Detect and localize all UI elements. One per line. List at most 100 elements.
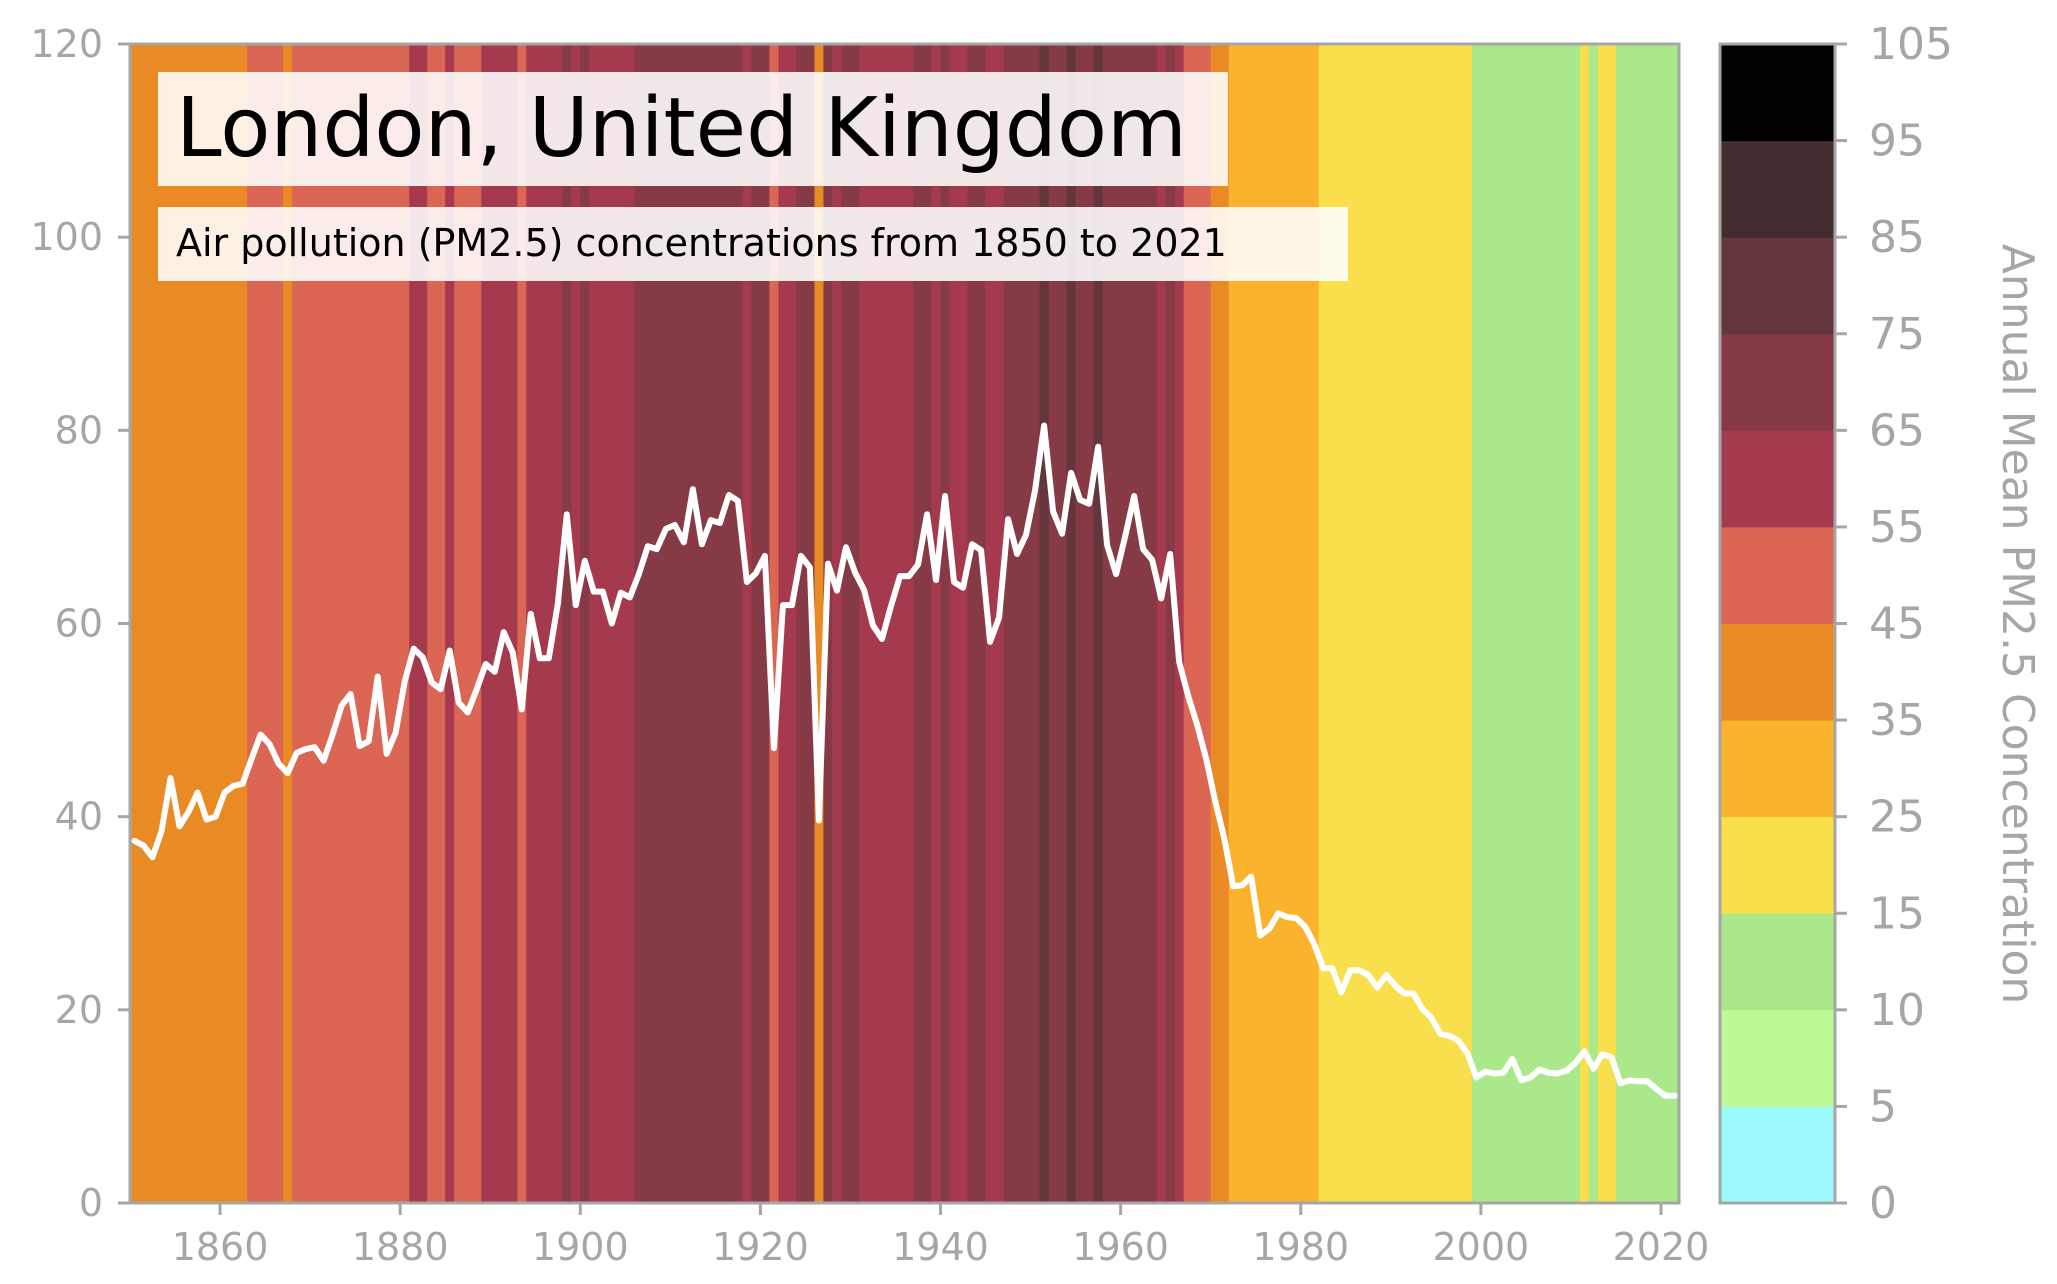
year-stripe [1597,44,1608,1203]
year-stripe [1084,44,1095,1203]
colorbar-band [1720,623,1835,721]
year-stripe [1543,44,1554,1203]
colorbar-band [1720,816,1835,914]
year-stripe [1282,44,1293,1203]
y-tick-label: 120 [30,22,103,66]
year-stripe [382,44,392,1203]
year-stripe [1489,44,1500,1203]
year-stripe [166,44,176,1203]
year-stripe [1210,44,1221,1203]
x-tick-label: 1980 [1252,1225,1349,1269]
pm25-series-layer [131,422,1678,1099]
y-tick-label: 80 [55,408,103,452]
colorbar-tick-label: 85 [1869,212,1925,263]
year-stripe [1534,44,1545,1203]
year-stripe [1156,44,1167,1203]
colorbar-tick-label: 95 [1869,116,1925,167]
year-stripe [571,44,581,1203]
colorbar-band [1720,430,1835,528]
year-stripe [1048,44,1059,1203]
x-axis-ticks: 1860 1880 1900 1920 1940 1960 1980 2000 2020 [172,1203,1709,1269]
year-stripe [679,44,689,1203]
colorbar-band [1720,913,1835,1011]
year-stripe [157,44,167,1203]
year-stripe [859,44,870,1203]
year-stripe [1651,44,1662,1203]
year-stripe [1183,44,1194,1203]
year-stripe [1633,44,1644,1203]
year-stripe [211,44,221,1203]
year-stripe [418,44,428,1203]
y-tick-label: 40 [55,795,103,839]
year-stripe [283,44,293,1203]
year-stripe [409,44,419,1203]
year-stripe [256,44,266,1203]
year-stripe [1075,44,1086,1203]
year-stripe [589,44,599,1203]
colorbar-tick-label: 15 [1869,888,1925,939]
year-stripe [130,44,140,1203]
year-stripe [967,44,978,1203]
year-stripe [1507,44,1518,1203]
colorbar-title: Annual Mean PM2.5 Concentration [1992,244,2043,1005]
year-stripe [238,44,248,1203]
year-stripe [1273,44,1284,1203]
colorbar-band [1720,237,1835,335]
year-stripe [850,44,861,1203]
year-stripe [427,44,437,1203]
year-stripe [1642,44,1653,1203]
colorbar-tick-label: 105 [1869,19,1953,70]
year-stripe [202,44,212,1203]
year-stripe [148,44,158,1203]
year-stripe [1345,44,1356,1203]
year-stripe [1444,44,1455,1203]
year-stripe [1012,44,1023,1203]
year-stripe [1669,44,1680,1203]
year-stripe [301,44,311,1203]
pm25-line [131,422,1678,1099]
year-stripe [598,44,608,1203]
subtitle-box [158,207,1348,281]
x-tick-label: 1940 [892,1225,989,1269]
year-stripe [1363,44,1374,1203]
year-stripe [1309,44,1320,1203]
year-stripe [625,44,635,1203]
year-stripe [1291,44,1302,1203]
year-stripe [1624,44,1635,1203]
year-stripe [724,44,734,1203]
year-stripe [1057,44,1068,1203]
year-stripe [1102,44,1113,1203]
year-stripe [391,44,401,1203]
year-stripe [1093,44,1104,1203]
year-stripe [922,44,933,1203]
year-stripe [1561,44,1572,1203]
year-stripe [733,44,743,1203]
year-stripe [1219,44,1230,1203]
year-stripe [1201,44,1212,1203]
year-stripe [1408,44,1419,1203]
year-stripe [562,44,572,1203]
year-stripe [886,44,897,1203]
year-stripe [364,44,374,1203]
year-stripe [1615,44,1626,1203]
year-stripe [1300,44,1311,1203]
year-stripe [1480,44,1491,1203]
colorbar-tick-label: 5 [1869,1081,1897,1132]
year-stripe [472,44,482,1203]
colorbar-band [1720,44,1835,142]
year-stripe [1111,44,1122,1203]
year-stripe [319,44,329,1203]
year-color-stripes [130,44,1680,1203]
colorbar-tick-label: 75 [1869,309,1925,360]
year-stripe [976,44,987,1203]
year-stripe [1174,44,1185,1203]
year-stripe [310,44,320,1203]
year-stripe [580,44,590,1203]
year-stripe [1426,44,1437,1203]
year-stripe [949,44,960,1203]
year-stripe [355,44,365,1203]
year-stripe [553,44,563,1203]
year-stripe [544,44,554,1203]
year-stripe [1453,44,1464,1203]
